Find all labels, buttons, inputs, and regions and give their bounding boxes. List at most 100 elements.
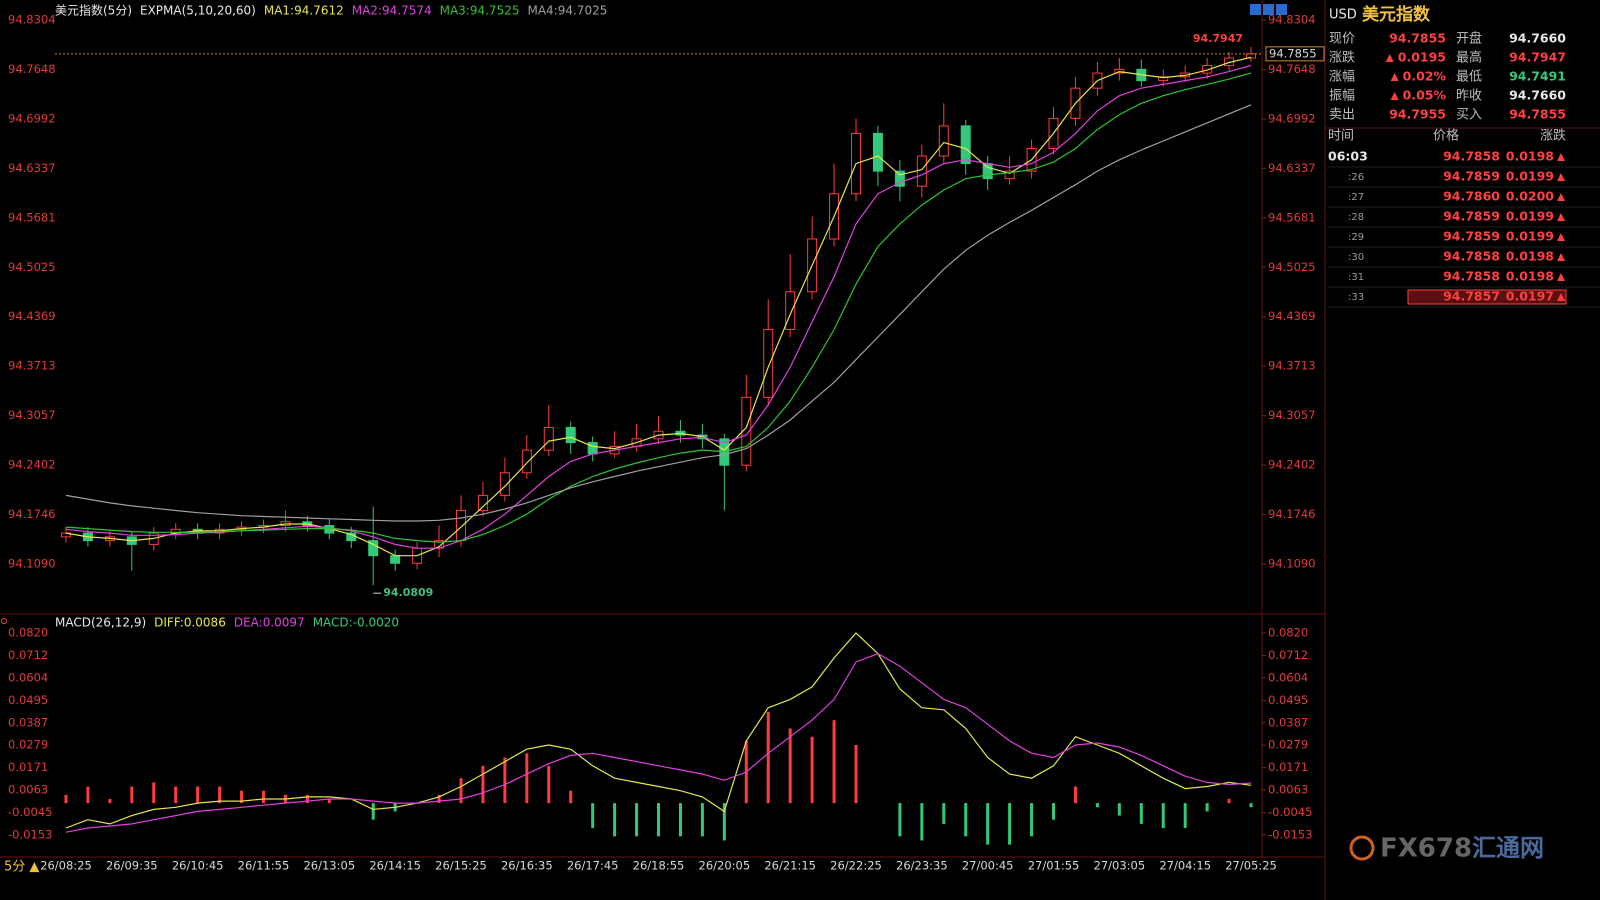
quote-label: 涨幅 <box>1329 70 1355 85</box>
candle-body <box>872 132 883 172</box>
candle-body <box>741 396 752 466</box>
macd-bar <box>547 765 551 804</box>
y-tick-label: 94.8304 <box>1268 13 1316 27</box>
quote-label: 涨跌 <box>1329 50 1355 66</box>
tick-time: :28 <box>1348 212 1364 223</box>
candle-body <box>565 427 576 444</box>
up-arrow <box>1557 213 1565 221</box>
y-tick-label: 0.0712 <box>8 648 48 662</box>
macd-bar <box>569 790 573 804</box>
y-tick-label: 94.5025 <box>1268 260 1316 274</box>
y-tick-label: 94.8304 <box>8 13 56 27</box>
macd-bar <box>700 803 704 837</box>
tick-time: :31 <box>1348 272 1364 283</box>
candle-body <box>543 427 554 451</box>
x-tick-label: 27/04:15 <box>1159 859 1211 873</box>
y-tick-label: -0.0153 <box>8 827 52 841</box>
quote-value: 94.7660 <box>1509 88 1566 103</box>
y-tick-label: 94.3713 <box>1268 359 1316 373</box>
toolbar-button[interactable] <box>1276 4 1287 15</box>
y-tick-label: 94.5681 <box>8 210 56 224</box>
macd-bar <box>1183 803 1187 829</box>
tick-change: 0.0198 <box>1506 149 1554 164</box>
y-tick-label: 0.0820 <box>1268 625 1308 639</box>
period-selector[interactable]: 5分 ▲ <box>4 860 39 875</box>
tick-price: 94.7859 <box>1443 169 1500 184</box>
toolbar-button[interactable] <box>1263 4 1274 15</box>
tick-price: 94.7857 <box>1443 289 1500 304</box>
x-tick-label: 27/03:05 <box>1094 859 1146 873</box>
macd-bar <box>591 803 595 829</box>
tick-price: 94.7858 <box>1443 249 1500 264</box>
legend-entry: 美元指数(5分) <box>55 3 132 18</box>
macd-bar <box>196 786 200 804</box>
candle-body <box>60 532 71 538</box>
y-tick-label: 0.0063 <box>8 783 48 797</box>
quote-value: 94.7660 <box>1509 31 1566 46</box>
y-tick-label: 94.3057 <box>1268 408 1316 422</box>
x-tick-label: 26/20:05 <box>699 859 751 873</box>
x-tick-label: 26/16:35 <box>501 859 553 873</box>
tick-price: 94.7859 <box>1443 229 1500 244</box>
tick-time: :26 <box>1348 172 1364 183</box>
candle-body <box>916 155 927 187</box>
macd-bar <box>481 765 485 804</box>
macd-bar <box>986 803 990 845</box>
quote-label: 振幅 <box>1329 89 1355 104</box>
quote-label: 卖出 <box>1329 108 1355 123</box>
legend-entry: MACD:-0.0020 <box>313 616 399 630</box>
tick-time: 06:03 <box>1328 149 1368 164</box>
x-tick-label: 27/05:25 <box>1225 859 1277 873</box>
macd-bar <box>1249 803 1253 808</box>
x-tick-label: 26/23:35 <box>896 859 948 873</box>
low-annotation: 94.0809 <box>383 586 433 599</box>
tick-change: 0.0198 <box>1506 249 1554 264</box>
tick-change: 0.0200 <box>1506 189 1555 204</box>
toolbar-button[interactable] <box>1250 4 1261 15</box>
macd-bar <box>503 757 507 804</box>
ma-line <box>65 56 1252 557</box>
macd-bar <box>437 794 441 804</box>
x-tick-label: 26/14:15 <box>369 859 421 873</box>
macd-bar <box>854 745 858 804</box>
price-box <box>1265 46 1325 62</box>
candle-body <box>477 494 488 511</box>
y-tick-label: 0.0604 <box>8 670 48 684</box>
candle-body <box>982 163 993 180</box>
up-arrow <box>1557 253 1565 261</box>
y-tick-label: 94.5025 <box>8 260 56 274</box>
y-tick-label: 94.1746 <box>8 507 56 521</box>
macd-bar <box>240 790 244 804</box>
tick-time: :29 <box>1348 232 1364 243</box>
quote-label: 买入 <box>1456 108 1482 123</box>
y-tick-label: 0.0495 <box>8 693 48 707</box>
tick-time: :30 <box>1348 252 1364 263</box>
macd-bar <box>964 803 968 837</box>
x-tick-label: 26/11:55 <box>238 859 290 873</box>
y-tick-label: 94.1090 <box>1268 557 1316 571</box>
y-tick-label: 0.0171 <box>8 760 48 774</box>
macd-bar <box>1052 803 1056 820</box>
ma-line <box>65 72 1252 543</box>
macd-bar <box>810 736 814 804</box>
tick-time: :33 <box>1348 292 1364 303</box>
macd-bar <box>722 803 726 841</box>
macd-bar <box>130 786 134 804</box>
y-tick-label: 0.0712 <box>1268 648 1308 662</box>
x-tick-label: 26/17:45 <box>567 859 619 873</box>
macd-bar <box>64 794 68 804</box>
y-tick-label: 94.6337 <box>1268 161 1316 175</box>
macd-bar <box>371 803 375 820</box>
candle-body <box>368 540 379 557</box>
candle-body <box>455 509 466 542</box>
quote-label: 昨收 <box>1456 89 1482 104</box>
x-tick-label: 26/13:05 <box>303 859 355 873</box>
y-tick-label: 94.3057 <box>8 408 56 422</box>
macd-bar <box>1205 803 1209 812</box>
macd-bar <box>898 803 902 837</box>
tick-change: 0.0198 <box>1506 269 1554 284</box>
x-tick-label: 26/18:55 <box>633 859 685 873</box>
ticks-header: 价格 <box>1433 128 1459 144</box>
quote-value: 94.7855 <box>1509 107 1566 122</box>
macd-bar <box>1139 803 1143 824</box>
